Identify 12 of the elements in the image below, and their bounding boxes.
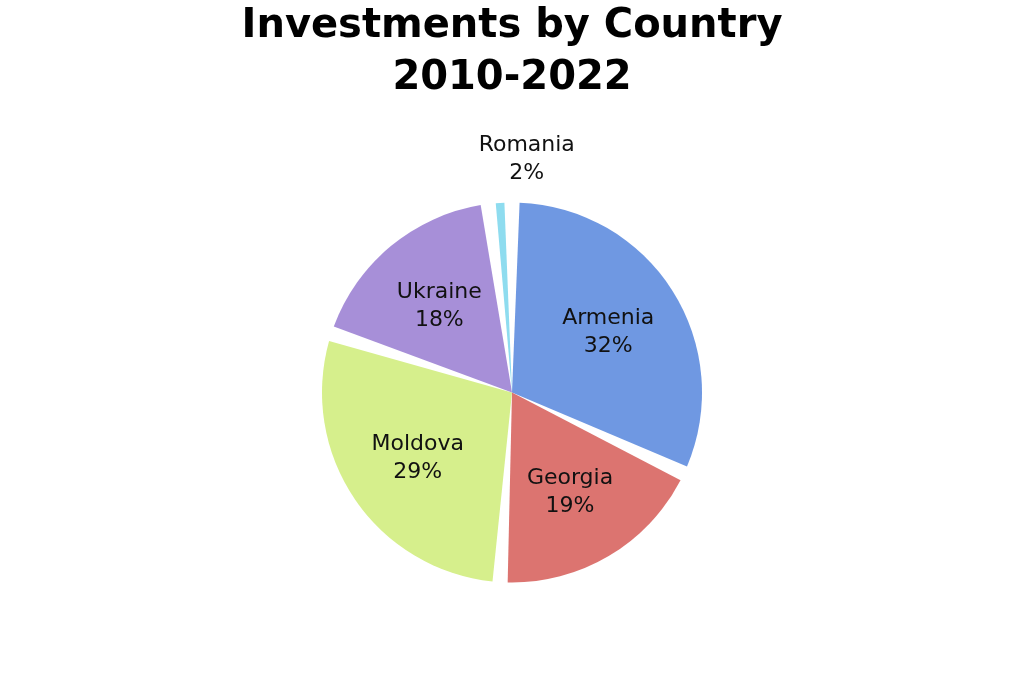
text: 2010-2022 [392,52,632,98]
text: Investments by Country [241,0,783,46]
slice-label: Romania [478,130,575,156]
data-label: 32% [583,332,633,358]
data-label: 29% [393,457,443,483]
slice-label: Ukraine [396,277,482,303]
data-label: 18% [414,305,464,331]
slice-label: Armenia [562,304,655,330]
slice-label: Moldova [371,429,464,455]
data-label: 19% [545,491,595,517]
slice-label: Georgia [526,463,614,489]
data-label: 2% [509,158,545,184]
